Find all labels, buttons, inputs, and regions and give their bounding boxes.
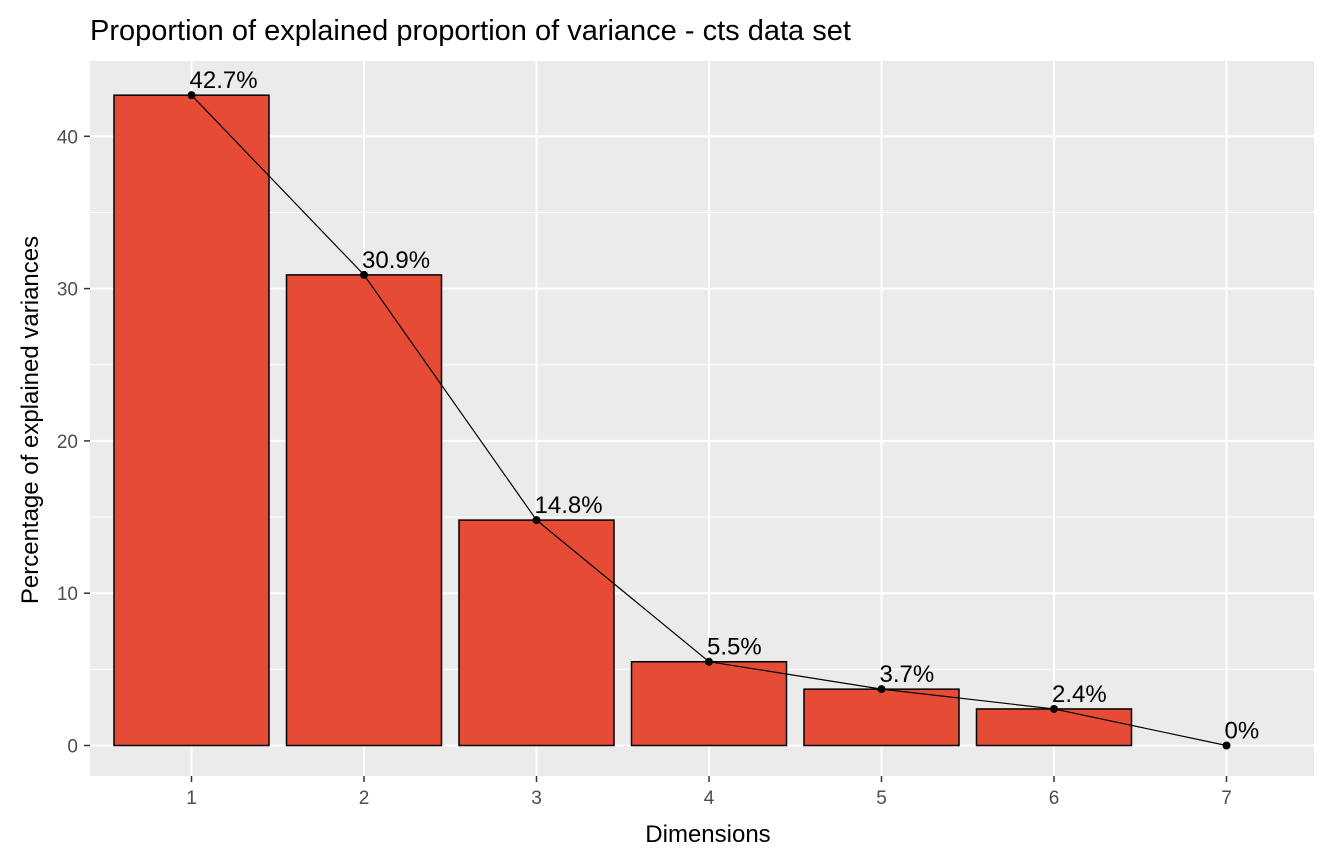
data-point	[705, 657, 713, 666]
y-axis-title: Percentage of explained variances	[17, 236, 44, 604]
data-label: 14.8%	[535, 492, 603, 519]
bar	[975, 708, 1133, 747]
data-point	[532, 516, 541, 525]
bar	[458, 519, 615, 747]
y-tick-label: 30	[57, 280, 78, 301]
data-point	[877, 685, 886, 694]
x-tick-label: 1	[186, 788, 197, 809]
x-axis-title: Dimensions	[645, 821, 770, 848]
y-tick-label: 40	[57, 127, 78, 148]
y-tick-label: 20	[57, 432, 78, 453]
data-point	[1222, 741, 1231, 750]
bar	[113, 94, 270, 747]
data-labels: 42.7% 30.9% 14.8% 5.5% 3.7% 2.4% 0%	[190, 67, 1260, 744]
x-axis: 1 2 3 4 5 6 7	[186, 776, 1232, 809]
y-tick-label: 10	[57, 584, 78, 605]
data-label: 30.9%	[362, 247, 430, 274]
bar	[630, 660, 788, 747]
data-label: 5.5%	[707, 634, 762, 661]
x-tick-label: 3	[531, 788, 542, 809]
y-tick-label: 0	[67, 737, 78, 758]
data-label: 0%	[1225, 718, 1260, 745]
data-point	[360, 270, 368, 279]
data-label: 2.4%	[1052, 681, 1107, 708]
variance-points	[187, 91, 1231, 750]
bar	[803, 688, 960, 747]
bar	[285, 274, 443, 747]
data-label: 3.7%	[880, 661, 935, 688]
x-tick-label: 4	[704, 788, 715, 809]
y-axis: 0 10 20 30 40	[57, 127, 90, 758]
x-tick-label: 2	[359, 788, 370, 809]
chart-title: Proportion of explained proportion of va…	[90, 15, 851, 47]
data-point	[1050, 704, 1058, 713]
x-tick-label: 7	[1221, 788, 1232, 809]
x-tick-label: 5	[876, 788, 887, 809]
data-label: 42.7%	[190, 67, 258, 94]
data-point	[187, 91, 196, 100]
x-tick-label: 6	[1049, 788, 1060, 809]
